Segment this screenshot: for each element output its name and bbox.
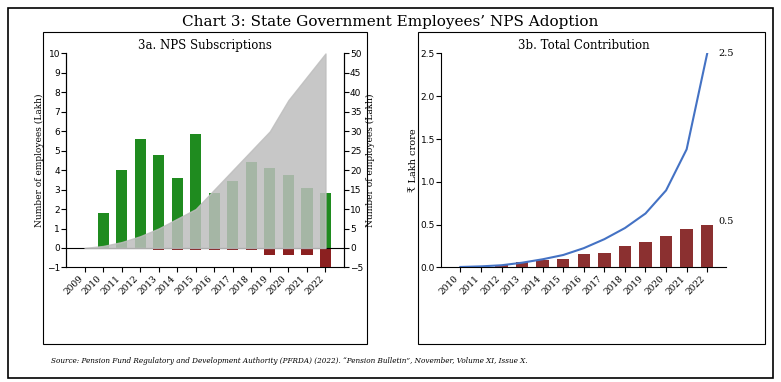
Bar xyxy=(557,259,569,267)
Bar xyxy=(619,246,631,267)
Bar xyxy=(153,248,164,249)
Bar xyxy=(701,225,713,267)
Y-axis label: Number of employees (Lakh): Number of employees (Lakh) xyxy=(35,94,44,227)
Y-axis label: ₹ Lakh crore: ₹ Lakh crore xyxy=(409,129,418,192)
Text: Source: Pension Fund Regulatory and Development Authority (PFRDA) (2022). “Pensi: Source: Pension Fund Regulatory and Deve… xyxy=(51,357,527,365)
Bar xyxy=(227,181,238,248)
Bar xyxy=(227,248,238,249)
Y-axis label: Number of employees (Lakh): Number of employees (Lakh) xyxy=(366,94,375,227)
Bar xyxy=(283,175,294,248)
Bar xyxy=(320,193,331,248)
Bar xyxy=(283,248,294,255)
Bar xyxy=(516,262,528,267)
Bar xyxy=(134,139,146,248)
Bar xyxy=(680,229,693,267)
Bar xyxy=(246,162,257,248)
Title: 3b. Total Contribution: 3b. Total Contribution xyxy=(518,39,650,52)
Bar xyxy=(172,248,183,249)
Bar xyxy=(537,260,549,267)
Bar xyxy=(246,248,257,249)
Bar xyxy=(209,248,219,249)
Bar xyxy=(301,248,312,255)
Bar xyxy=(264,248,276,255)
Bar xyxy=(660,236,672,267)
Text: Chart 3: State Government Employees’ NPS Adoption: Chart 3: State Government Employees’ NPS… xyxy=(182,15,599,29)
Bar xyxy=(640,242,651,267)
Text: 2.5: 2.5 xyxy=(719,49,734,58)
Bar xyxy=(98,213,109,248)
Bar xyxy=(320,248,331,269)
Bar xyxy=(301,188,312,248)
Bar xyxy=(116,170,127,248)
Text: 0.5: 0.5 xyxy=(719,217,734,226)
Legend: Annual, Cumulative: Annual, Cumulative xyxy=(460,379,589,382)
Bar xyxy=(153,155,164,248)
Bar xyxy=(191,134,201,248)
Bar xyxy=(264,168,276,248)
Title: 3a. NPS Subscriptions: 3a. NPS Subscriptions xyxy=(138,39,272,52)
Bar xyxy=(209,193,219,248)
Bar xyxy=(191,248,201,249)
Bar xyxy=(578,254,590,267)
Bar xyxy=(172,178,183,248)
Bar xyxy=(598,253,611,267)
Bar xyxy=(495,265,508,267)
